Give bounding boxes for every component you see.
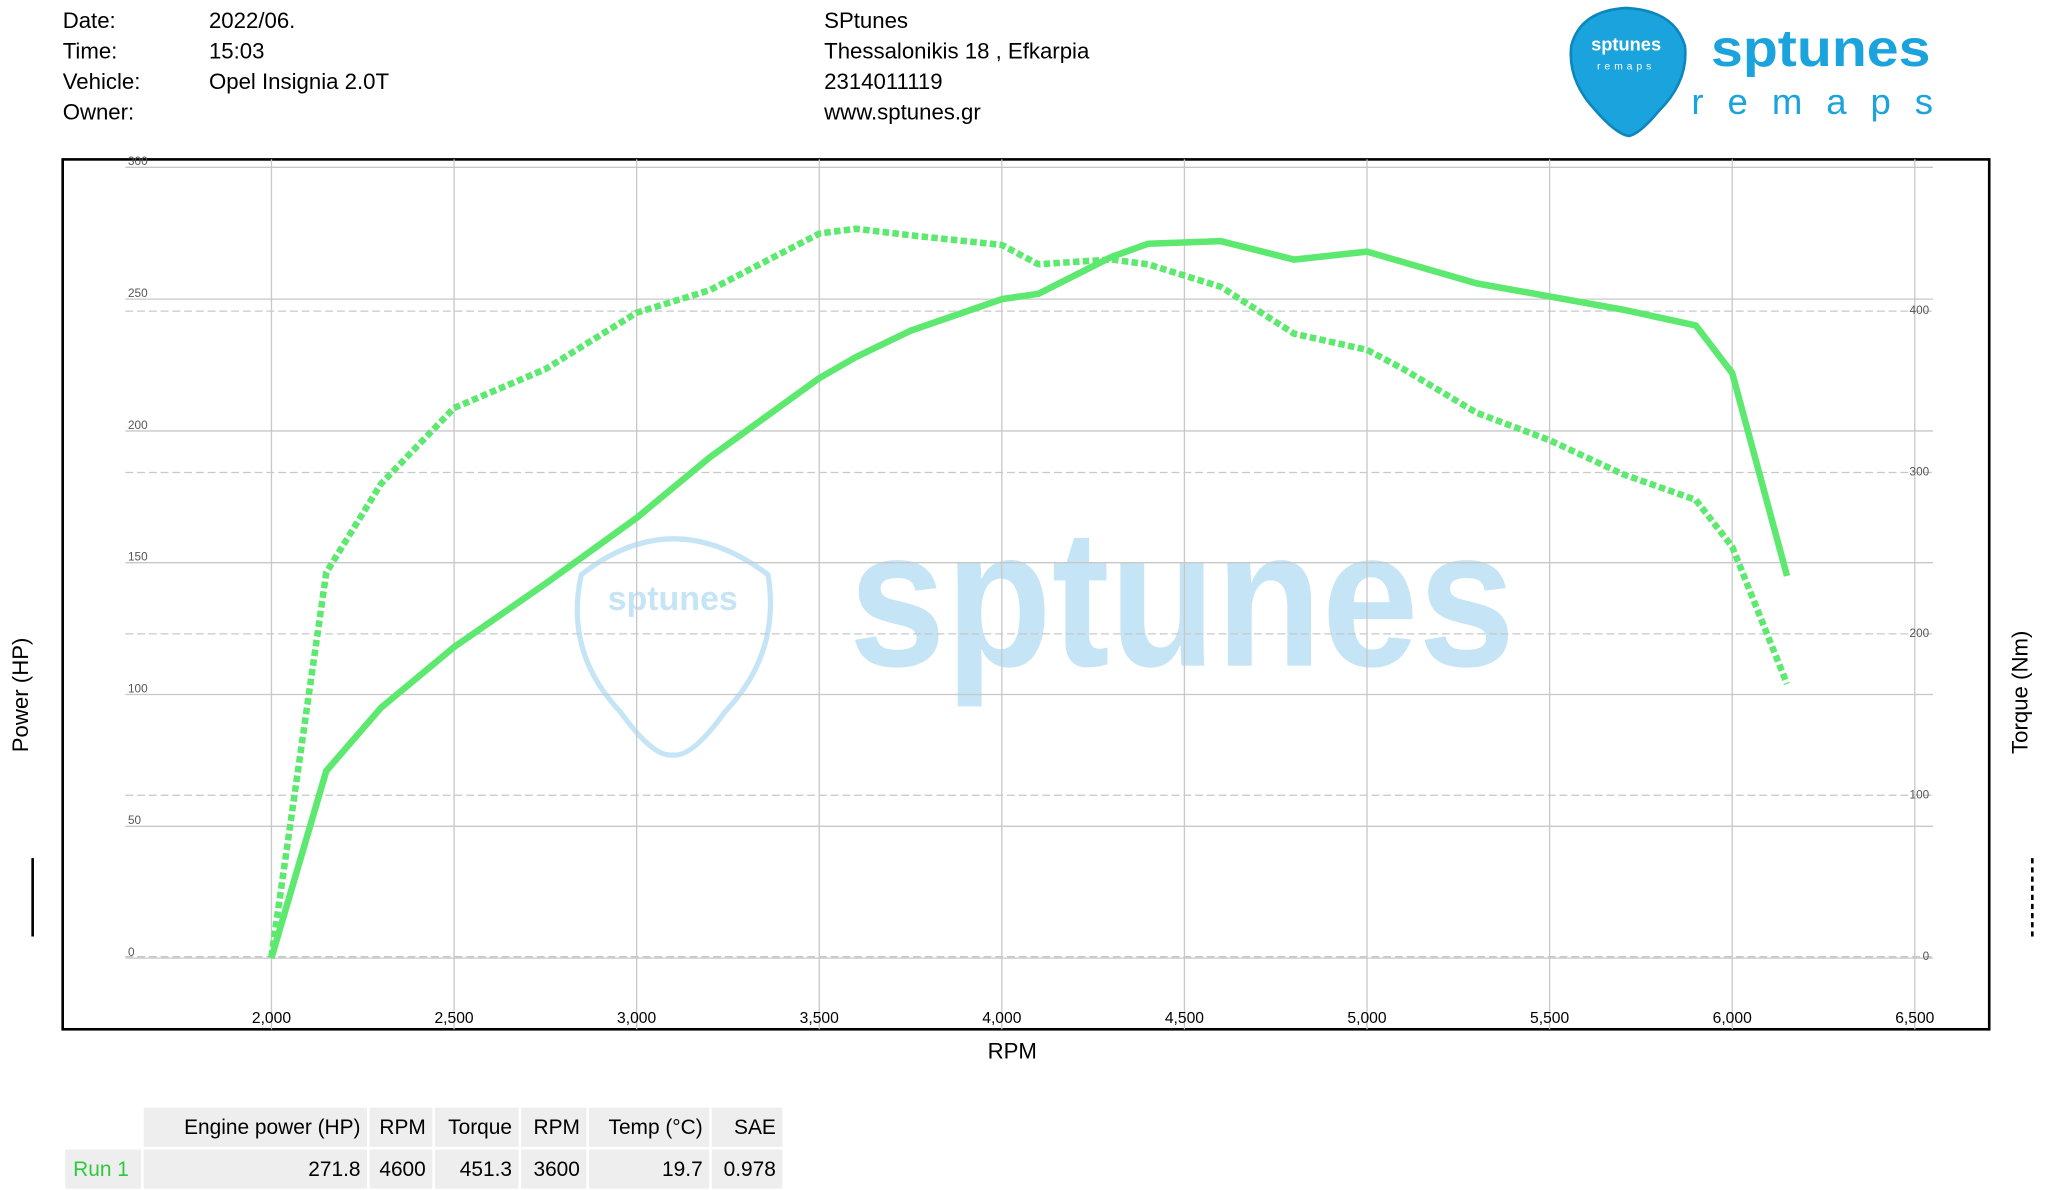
field-label: Time:	[63, 39, 118, 64]
y-tick-label: 100	[128, 682, 148, 695]
logo-tagline: remaps	[1691, 81, 1933, 122]
x-tick-label: 4,000	[982, 1010, 1021, 1027]
torque-line	[268, 225, 1791, 958]
watermark-logo-name: sptunes	[608, 580, 738, 618]
header-text: SAE	[734, 1116, 776, 1139]
x-tick-label: 6,500	[1895, 1010, 1934, 1027]
cell-value: 451.3	[460, 1158, 512, 1181]
y-tick-label: 50	[128, 814, 142, 827]
header-text: RPM	[379, 1116, 425, 1139]
logo-shield	[1569, 6, 1687, 138]
header-cell	[369, 1107, 433, 1147]
plot	[268, 225, 1791, 960]
cell-value: 19.7	[662, 1158, 703, 1181]
results-table: Engine power (HP) RPM Torque RPM Temp (°C) SA…	[65, 1107, 783, 1189]
y2-axis-label: Torque (Nm)	[2008, 631, 2033, 754]
header-cell	[434, 1107, 519, 1147]
field-value: 15:03	[209, 39, 265, 64]
header: Date: 2022/06. Time: 15:03 Vehicle: Opel Insi…	[63, 8, 1090, 124]
grid: 2,000 2,500 3,000 3,500 4,000 4,500 5,000 5,500…	[125, 155, 1935, 1030]
cell	[589, 1149, 710, 1189]
cell	[369, 1149, 433, 1189]
cell	[711, 1149, 783, 1189]
x-tick-label: 5,000	[1347, 1010, 1386, 1027]
logo-shield-name: sptunes	[1591, 34, 1661, 55]
x-tick-label: 2,500	[434, 1010, 473, 1027]
logo-shield-tagline: remaps	[1597, 61, 1655, 72]
x-tick-label: 3,000	[617, 1010, 656, 1027]
field-label: Vehicle:	[63, 69, 141, 94]
cell	[521, 1149, 587, 1189]
field-value: Opel Insignia 2.0T	[209, 69, 390, 94]
field-label: Date:	[63, 8, 116, 33]
x-tick-label: 4,500	[1165, 1010, 1204, 1027]
header-cell	[711, 1107, 783, 1147]
company-line: www.sptunes.gr	[823, 99, 981, 124]
watermark-shield	[574, 536, 773, 758]
header-text: Engine power (HP)	[184, 1116, 360, 1139]
y2-tick-label: 200	[1910, 627, 1930, 640]
logo-name: sptunes	[1711, 20, 1930, 78]
company-line: Thessalonikis 18 , Efkarpia	[824, 39, 1090, 64]
cell	[65, 1149, 142, 1189]
header-text: Torque	[448, 1116, 512, 1139]
company-line: SPtunes	[824, 8, 908, 33]
cell	[143, 1149, 368, 1189]
y-axis-label: Power (HP)	[8, 638, 33, 753]
y-tick-label: 300	[128, 155, 148, 168]
cell-value: 4600	[379, 1158, 425, 1181]
y2-tick-label: 300	[1910, 466, 1930, 479]
cell-value: 3600	[533, 1158, 579, 1181]
y2-tick-label: 0	[1923, 950, 1930, 963]
header-cell	[589, 1107, 710, 1147]
run-name: Run 1	[73, 1158, 129, 1181]
watermark: sptunes sptunes	[574, 489, 1515, 758]
x-tick-label: 6,000	[1713, 1010, 1752, 1027]
y2-tick-label: 100	[1910, 788, 1930, 801]
company-line: 2314011119	[824, 69, 942, 94]
field-value: 2022/06.	[209, 8, 295, 33]
cell	[434, 1149, 519, 1189]
x-tick-label: 3,500	[800, 1010, 839, 1027]
x-axis-label: RPM	[988, 1039, 1037, 1064]
y-tick-label: 0	[128, 946, 135, 959]
y-tick-label: 150	[128, 551, 148, 564]
header-text: RPM	[534, 1116, 580, 1139]
header-cell	[521, 1107, 587, 1147]
header-text: Temp (°C)	[609, 1116, 703, 1139]
watermark-text: sptunes	[849, 489, 1515, 708]
plot-frame	[61, 158, 1991, 1031]
x-tick-label: 2,000	[252, 1010, 291, 1027]
header-cell	[143, 1107, 368, 1147]
y2-tick-label: 400	[1910, 304, 1930, 317]
x-tick-label: 5,500	[1530, 1010, 1569, 1027]
y-tick-label: 200	[128, 419, 148, 432]
field-label: Owner:	[63, 99, 135, 124]
cell-value: 271.8	[308, 1158, 360, 1181]
y-tick-label: 250	[128, 287, 148, 300]
power-line	[268, 237, 1791, 960]
cell-value: 0.978	[724, 1158, 776, 1181]
